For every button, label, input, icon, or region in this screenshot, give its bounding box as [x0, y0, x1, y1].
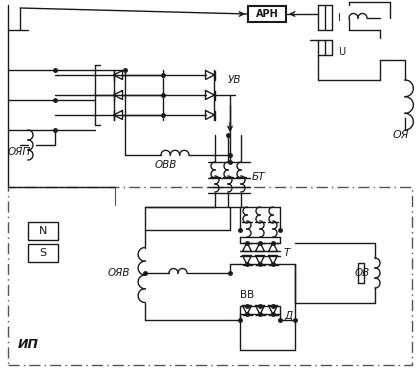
- Bar: [28, 244, 58, 262]
- Text: ОЯП: ОЯП: [8, 147, 31, 157]
- Bar: [248, 6, 286, 22]
- Text: ОЯВ: ОЯВ: [108, 268, 131, 278]
- Text: Т: Т: [284, 248, 290, 258]
- Text: АРН: АРН: [256, 9, 278, 19]
- Bar: [358, 263, 364, 283]
- Text: N: N: [39, 226, 47, 236]
- Text: УВ: УВ: [228, 75, 241, 85]
- Text: I: I: [338, 13, 341, 23]
- Bar: [28, 222, 58, 240]
- Text: ИП: ИП: [18, 339, 39, 352]
- Text: Д: Д: [284, 311, 292, 321]
- Text: S: S: [39, 248, 47, 258]
- Text: ВВ: ВВ: [240, 290, 254, 300]
- Bar: [8, 187, 412, 365]
- Text: ОВВ: ОВВ: [155, 160, 177, 170]
- Text: ОЯ: ОЯ: [393, 130, 410, 140]
- Text: ОВ: ОВ: [355, 268, 370, 278]
- Text: БТ: БТ: [252, 172, 265, 182]
- Text: U: U: [338, 47, 345, 57]
